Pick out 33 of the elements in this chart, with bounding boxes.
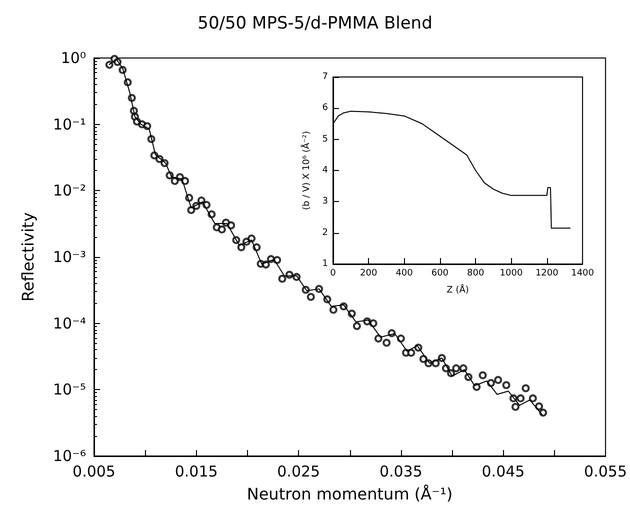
y-tick-label: 2: [322, 228, 328, 238]
y-tick-label: 10⁻⁶: [52, 447, 86, 465]
x-tick-label: 0.015: [174, 462, 218, 480]
y-axis-title: (b / V) X 10⁶ (Å⁻²): [300, 131, 312, 210]
x-tick-label: 0.025: [277, 462, 320, 480]
y-tick-label: 7: [322, 72, 328, 82]
x-tick-label: 0.005: [72, 462, 116, 480]
x-tick-label: 600: [431, 268, 449, 278]
x-tick-label: 0.055: [584, 462, 628, 480]
y-axis-title: Reflectivity: [18, 212, 38, 302]
x-axis-title: Z (Å): [446, 284, 469, 296]
x-tick-label: 200: [360, 268, 378, 278]
x-tick-label: 1000: [500, 268, 523, 278]
x-tick-label: 0.035: [379, 462, 422, 480]
y-tick-label: 3: [322, 196, 328, 207]
y-tick-label: 10⁻⁴: [52, 314, 86, 332]
chart-title: 50/50 MPS-5/d-PMMA Blend: [198, 14, 432, 34]
y-tick-label: 5: [322, 134, 328, 144]
x-axis-title: Neutron momentum (Å⁻¹): [246, 484, 453, 504]
x-tick-label: 800: [467, 268, 484, 278]
x-tick-label: 0.045: [482, 462, 525, 480]
y-tick-label: 10⁻⁵: [52, 380, 86, 399]
x-tick-label: 400: [396, 268, 414, 278]
y-tick-label: 10⁻¹: [52, 115, 86, 134]
y-tick-label: 1: [322, 259, 328, 269]
x-tick-label: 0: [330, 268, 336, 278]
y-tick-label: 6: [322, 103, 328, 114]
y-tick-label: 10⁰: [60, 49, 86, 67]
y-tick-label: 4: [322, 166, 328, 176]
y-tick-label: 10⁻³: [52, 248, 86, 266]
x-tick-label: 1400: [571, 268, 594, 278]
x-tick-label: 1200: [535, 268, 559, 278]
y-tick-label: 10⁻²: [52, 182, 86, 200]
